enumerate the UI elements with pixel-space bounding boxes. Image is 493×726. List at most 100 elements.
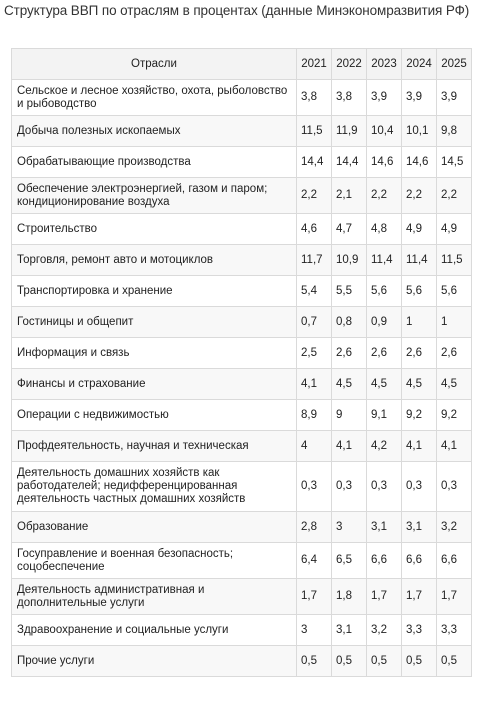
column-header-2021: 2021 [296,48,332,80]
value-cell-2025: 2,6 [436,337,472,369]
table-row: Обеспечение электроэнергией, газом и пар… [11,177,472,214]
value-cell-2024: 3,1 [401,511,437,543]
value-cell-2025: 5,6 [436,275,472,307]
value-cell-2022: 2,6 [331,337,367,369]
value-cell-2024: 1,7 [401,578,437,615]
value-cell-2023: 3,2 [366,614,402,646]
value-cell-2025: 14,5 [436,146,472,178]
value-cell-2021: 0,5 [296,645,332,677]
value-cell-2024: 2,2 [401,177,437,214]
value-cell-2025: 1 [436,306,472,338]
value-cell-2025: 4,5 [436,368,472,400]
value-cell-2022: 10,9 [331,244,367,276]
value-cell-2024: 14,6 [401,146,437,178]
table-row: Финансы и страхование 4,1 4,5 4,5 4,5 4,5 [11,368,472,400]
value-cell-2025: 9,2 [436,399,472,431]
value-cell-2021: 6,4 [296,542,332,579]
value-cell-2024: 2,6 [401,337,437,369]
table-row: Сельское и лесное хозяйство, охота, рыбо… [11,79,472,116]
value-cell-2021: 0,7 [296,306,332,338]
value-cell-2023: 1,7 [366,578,402,615]
value-cell-2023: 5,6 [366,275,402,307]
value-cell-2021: 11,7 [296,244,332,276]
value-cell-2021: 4,1 [296,368,332,400]
table-row: Здравоохранение и социальные услуги 3 3,1 3… [11,614,472,646]
value-cell-2022: 3 [331,511,367,543]
table-row: Деятельность домашних хозяйств как работ… [11,461,472,512]
value-cell-2025: 0,3 [436,461,472,512]
industry-name-cell: Образование [11,511,297,543]
value-cell-2021: 3,8 [296,79,332,116]
value-cell-2022: 5,5 [331,275,367,307]
industry-name-cell: Транспортировка и хранение [11,275,297,307]
industry-name-cell: Здравоохранение и социальные услуги [11,614,297,646]
value-cell-2021: 8,9 [296,399,332,431]
value-cell-2023: 14,6 [366,146,402,178]
table-row: Профдеятельность, научная и техническая 4… [11,430,472,462]
industry-name-cell: Добыча полезных ископаемых [11,115,297,147]
value-cell-2022: 0,8 [331,306,367,338]
table-row: Образование 2,8 3 3,1 3,1 3,2 [11,511,472,543]
value-cell-2024: 6,6 [401,542,437,579]
table-row: Обрабатывающие производства 14,4 14,4 14,6 1… [11,146,472,178]
table-row: Гостиницы и общепит 0,7 0,8 0,9 1 1 [11,306,472,338]
industry-name-cell: Профдеятельность, научная и техническая [11,430,297,462]
value-cell-2023: 2,2 [366,177,402,214]
value-cell-2025: 4,9 [436,213,472,245]
column-header-2022: 2022 [331,48,367,80]
value-cell-2023: 4,5 [366,368,402,400]
value-cell-2022: 2,1 [331,177,367,214]
column-header-2023: 2023 [366,48,402,80]
column-header-2024: 2024 [401,48,437,80]
value-cell-2021: 4,6 [296,213,332,245]
value-cell-2021: 2,2 [296,177,332,214]
value-cell-2022: 14,4 [331,146,367,178]
value-cell-2023: 11,4 [366,244,402,276]
value-cell-2023: 2,6 [366,337,402,369]
value-cell-2024: 4,1 [401,430,437,462]
value-cell-2022: 4,5 [331,368,367,400]
value-cell-2022: 3,1 [331,614,367,646]
value-cell-2022: 9 [331,399,367,431]
value-cell-2021: 11,5 [296,115,332,147]
value-cell-2025: 4,1 [436,430,472,462]
value-cell-2024: 4,9 [401,213,437,245]
table-row: Торговля, ремонт авто и мотоциклов 11,7 10… [11,244,472,276]
value-cell-2023: 9,1 [366,399,402,431]
value-cell-2021: 2,8 [296,511,332,543]
value-cell-2025: 6,6 [436,542,472,579]
value-cell-2023: 0,9 [366,306,402,338]
table-row: Госуправление и военная безопасность; со… [11,542,472,579]
page-title: Структура ВВП по отраслям в процентах (д… [4,3,470,18]
industry-name-cell: Информация и связь [11,337,297,369]
value-cell-2021: 2,5 [296,337,332,369]
value-cell-2023: 3,9 [366,79,402,116]
table-row: Прочие услуги 0,5 0,5 0,5 0,5 0,5 [11,645,472,677]
industry-name-cell: Обрабатывающие производства [11,146,297,178]
value-cell-2021: 5,4 [296,275,332,307]
value-cell-2024: 5,6 [401,275,437,307]
industry-name-cell: Прочие услуги [11,645,297,677]
value-cell-2024: 1 [401,306,437,338]
value-cell-2022: 0,3 [331,461,367,512]
industry-name-cell: Обеспечение электроэнергией, газом и пар… [11,177,297,214]
value-cell-2024: 3,3 [401,614,437,646]
industry-name-cell: Операции с недвижимостью [11,399,297,431]
value-cell-2023: 10,4 [366,115,402,147]
value-cell-2023: 4,8 [366,213,402,245]
value-cell-2025: 1,7 [436,578,472,615]
value-cell-2021: 4 [296,430,332,462]
value-cell-2022: 4,7 [331,213,367,245]
value-cell-2025: 11,5 [436,244,472,276]
value-cell-2024: 0,5 [401,645,437,677]
industry-name-cell: Гостиницы и общепит [11,306,297,338]
value-cell-2024: 11,4 [401,244,437,276]
table-row: Добыча полезных ископаемых 11,5 11,9 10,4 10… [11,115,472,147]
value-cell-2024: 9,2 [401,399,437,431]
table-row: Деятельность административная и дополнит… [11,578,472,615]
table-row: Информация и связь 2,5 2,6 2,6 2,6 2,6 [11,337,472,369]
industry-name-cell: Деятельность административная и дополнит… [11,578,297,615]
value-cell-2023: 6,6 [366,542,402,579]
value-cell-2022: 0,5 [331,645,367,677]
value-cell-2024: 4,5 [401,368,437,400]
